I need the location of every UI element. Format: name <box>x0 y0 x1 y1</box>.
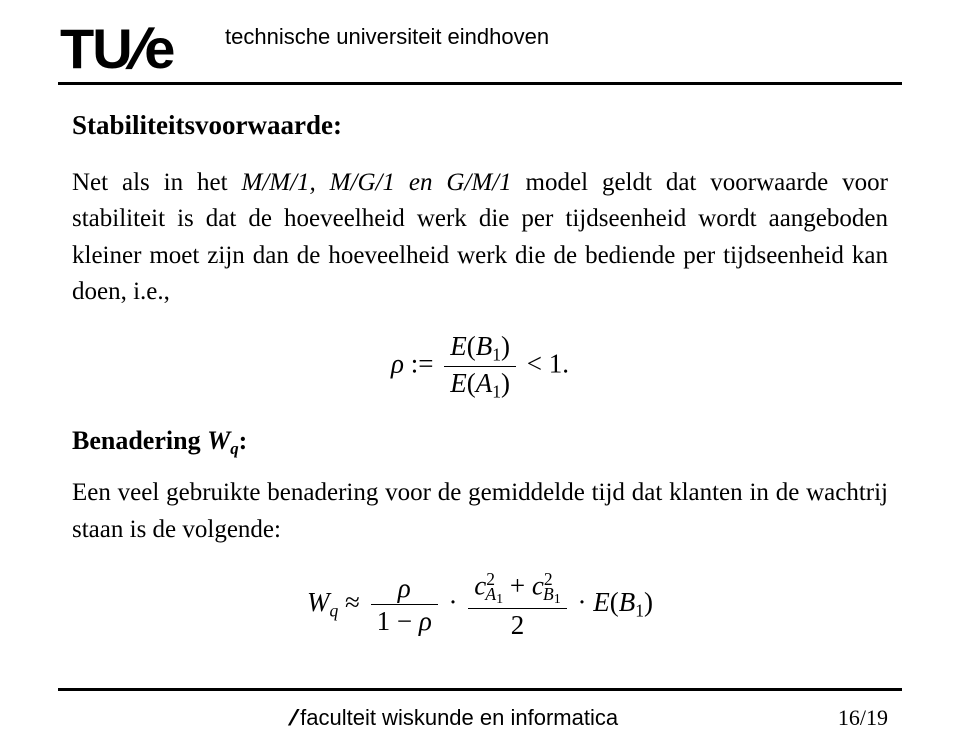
section-heading: Stabiliteitsvoorwaarde: <box>72 110 888 141</box>
logo-main: TU <box>60 17 131 80</box>
B-final-sub: 1 <box>635 600 644 620</box>
header: TU/e technische universiteit eindhoven <box>0 0 960 100</box>
c2-num: c2A1 + c2B1 <box>468 570 566 608</box>
E-num: E <box>450 331 467 361</box>
rho-var: ρ <box>391 348 404 378</box>
paragraph-1: Net als in het M/M/1, M/G/1 en G/M/1 mod… <box>72 165 888 310</box>
cB-1: 1 <box>554 591 561 607</box>
E-final: E <box>593 587 610 617</box>
dot1: · <box>442 587 465 617</box>
para1-pre: Net als in het <box>72 169 241 196</box>
slide-page: TU/e technische universiteit eindhoven S… <box>0 0 960 750</box>
cB-B: B <box>543 584 554 604</box>
f1-num: ρ <box>371 574 438 604</box>
para1-models: M/M/1, M/G/1 en G/M/1 <box>241 169 511 196</box>
cA-sub: A1 <box>485 584 503 604</box>
fraction-c2: c2A1 + c2B1 2 <box>468 570 566 640</box>
dept-slash: / <box>288 705 299 731</box>
B-num: B <box>476 331 493 361</box>
A-den: A <box>476 368 493 398</box>
B-final: B <box>619 587 636 617</box>
page-total: 19 <box>866 705 888 730</box>
formula-stability: ρ := E(B1) E(A1) < 1. <box>72 332 888 400</box>
approx-op: ≈ <box>338 587 366 617</box>
rho-denominator: E(A1) <box>444 366 516 401</box>
university-name: technische universiteit eindhoven <box>225 24 549 50</box>
W-var: W <box>207 426 230 455</box>
footer: /faculteit wiskunde en informatica 16/19 <box>0 688 960 750</box>
department: /faculteit wiskunde en informatica <box>290 705 618 731</box>
cB-sub: B1 <box>543 584 561 604</box>
page-number: 16/19 <box>838 705 888 731</box>
Wq-sub: q <box>330 600 339 620</box>
fraction-rho-over: ρ 1 − ρ <box>371 574 438 636</box>
cA-A: A <box>485 584 496 604</box>
footer-rule <box>58 688 902 691</box>
Wq-W: W <box>307 587 330 617</box>
rho-numerator: E(B1) <box>444 332 516 366</box>
subsection-heading: Benadering Wq: <box>72 426 888 459</box>
f1-den: 1 − ρ <box>371 604 438 635</box>
c2-den: 2 <box>468 608 566 639</box>
sub-pre: Benadering <box>72 426 207 455</box>
header-rule <box>58 82 902 85</box>
formula-wq: Wq ≈ ρ 1 − ρ · c2A1 + c2B1 2 · E(B1) <box>72 570 888 640</box>
page-current: 16 <box>838 705 860 730</box>
assign-op: := <box>404 348 440 378</box>
dot2: · <box>571 587 594 617</box>
f1-den-pre: 1 − <box>377 606 419 636</box>
f1-den-rho: ρ <box>419 606 432 636</box>
E-den: E <box>450 368 467 398</box>
sub-post: : <box>239 426 248 455</box>
W-sub: q <box>230 439 238 458</box>
A-sub: 1 <box>492 381 501 401</box>
content: Stabiliteitsvoorwaarde: Net als in het M… <box>72 110 888 666</box>
B-sub: 1 <box>492 344 501 364</box>
paragraph-2: Een veel gebruikte benadering voor de ge… <box>72 475 888 548</box>
fraction-rho: E(B1) E(A1) <box>444 332 516 400</box>
lt-one: < 1. <box>520 348 569 378</box>
dept-name: faculteit wiskunde en informatica <box>300 705 618 730</box>
tue-logo: TU/e <box>60 16 173 81</box>
plus: + <box>503 571 532 601</box>
